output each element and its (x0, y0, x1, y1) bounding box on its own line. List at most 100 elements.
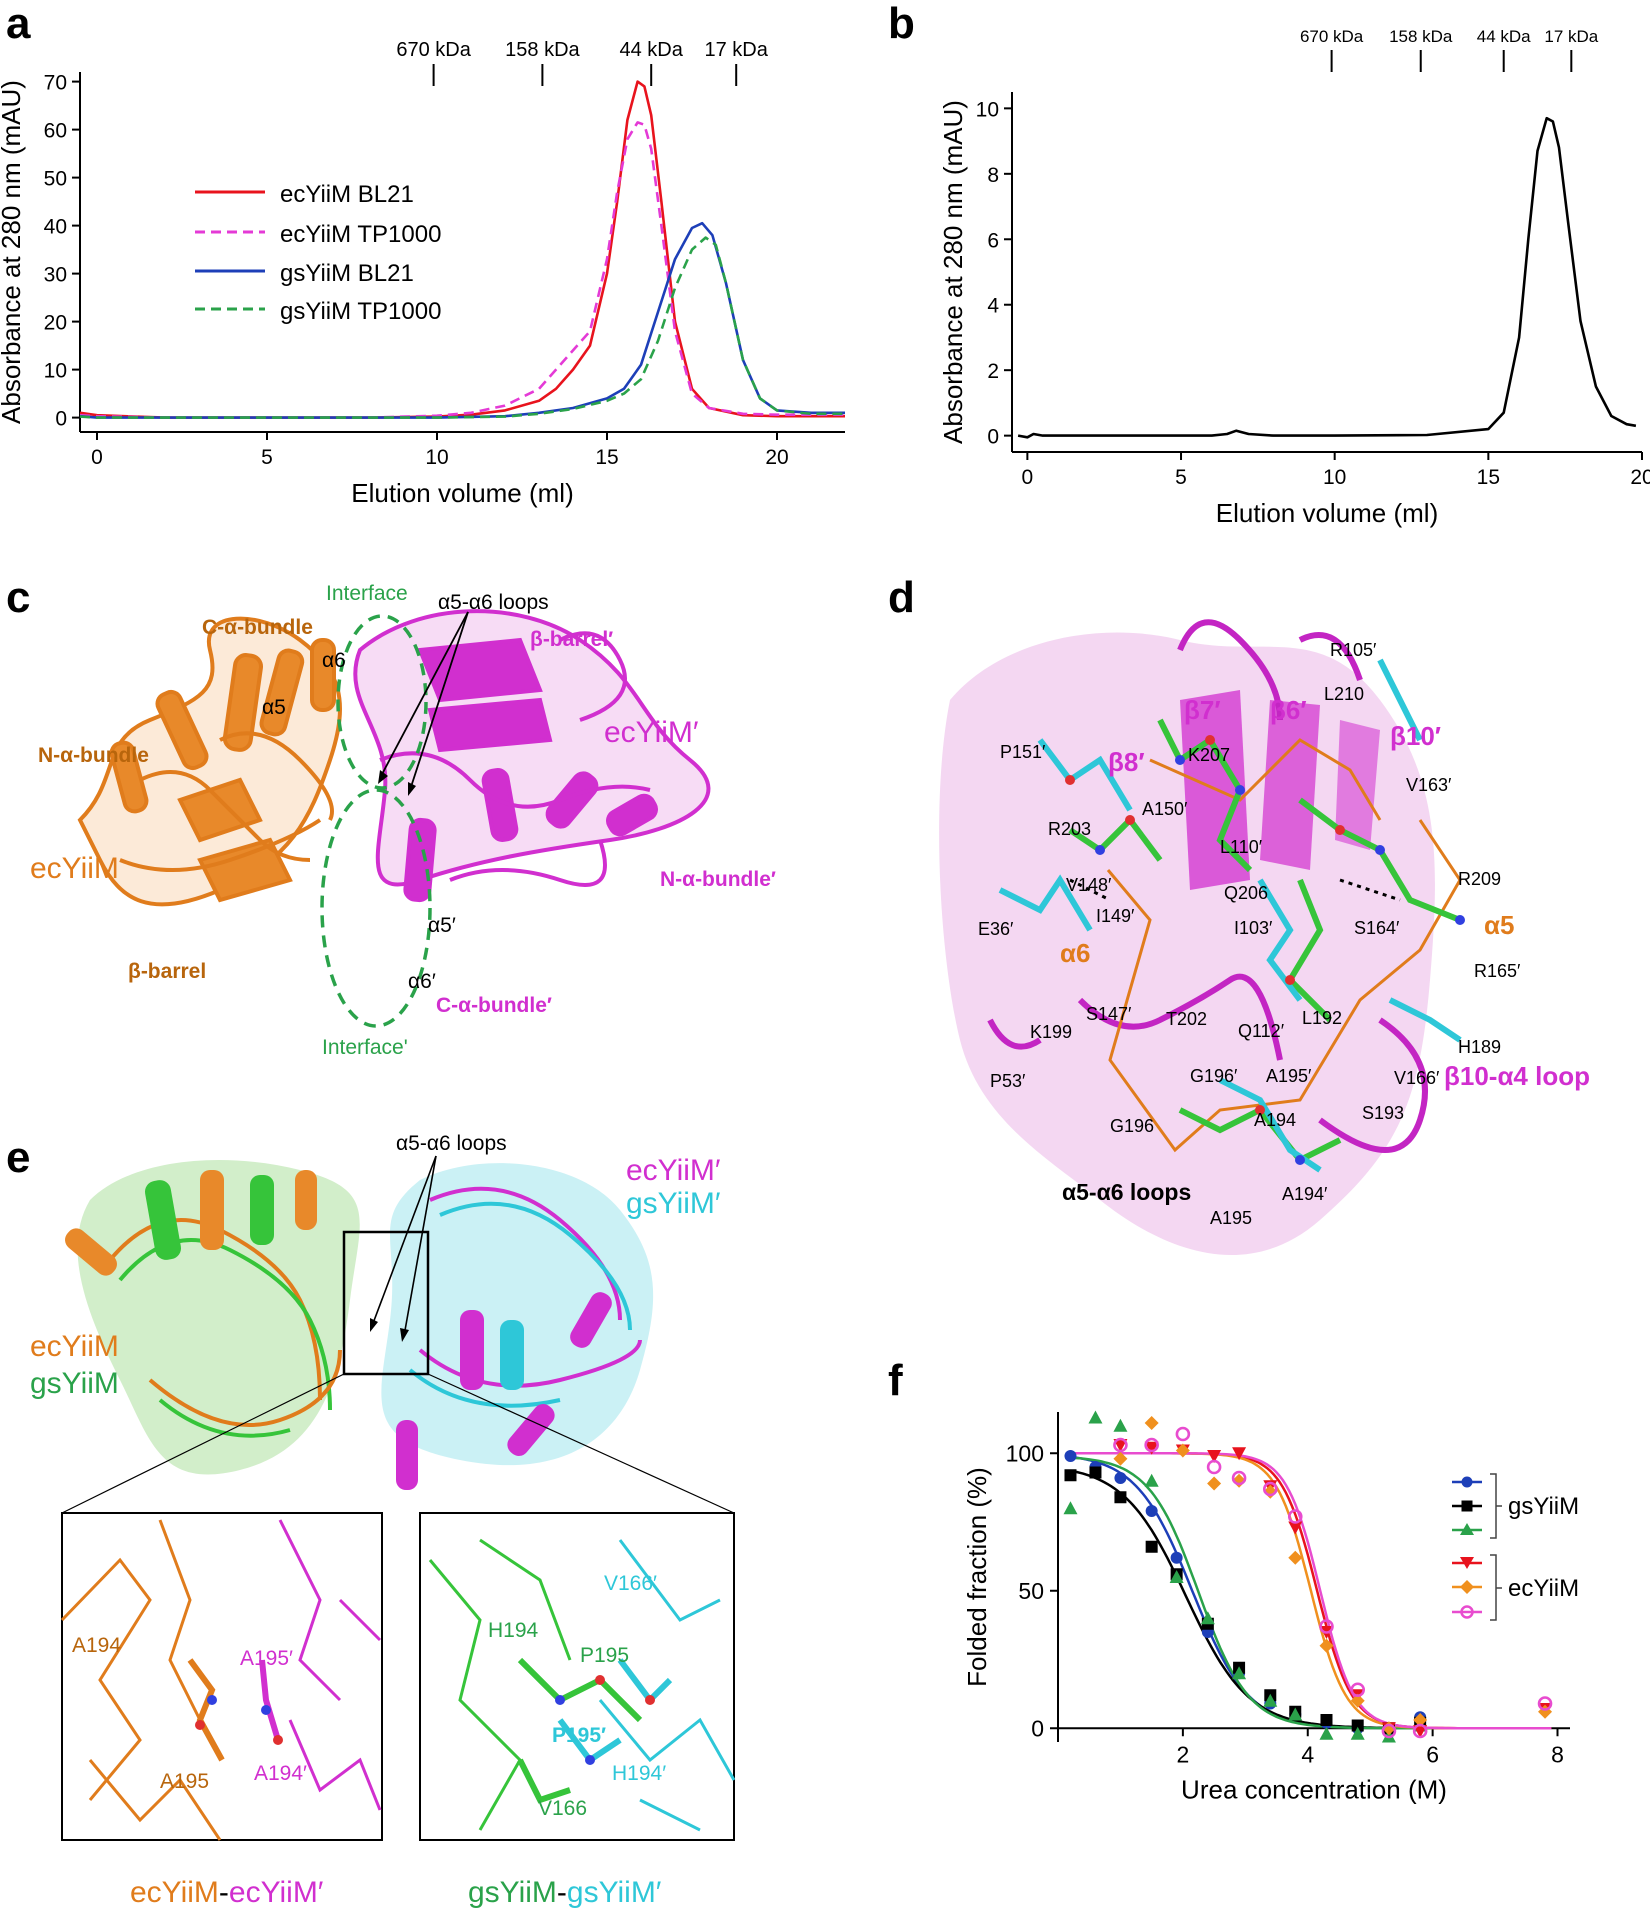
data-point (1350, 1693, 1365, 1708)
x-tick-label: 20 (1630, 466, 1650, 489)
fit-curve-5 (1070, 1452, 1552, 1730)
y-tick-label: 10 (44, 360, 67, 383)
data-point (1063, 1501, 1078, 1515)
panel-c-labels: Interface α5-α6 loops C-α-bundle N-α-bun… (30, 582, 776, 1059)
label-a194p: A194′ (1282, 1184, 1328, 1204)
label-i149p: I149′ (1096, 906, 1135, 926)
caption-right-dash: - (557, 1876, 567, 1909)
label-a5a6-loops-c: α5-α6 loops (438, 591, 549, 614)
label-l192: L192 (1302, 1008, 1342, 1028)
y-tick-label: 50 (1018, 1578, 1044, 1604)
data-point (1064, 1469, 1077, 1482)
chart-b: 0 5 10 15 20 0 2 4 6 8 10 Elution volume (ml) Absorb… (938, 27, 1650, 528)
label-v148p: V148′ (1066, 875, 1112, 895)
data-point (1263, 1693, 1278, 1707)
label-s147p: S147′ (1086, 1004, 1132, 1024)
label-ecyiim-e: ecYiiM (30, 1330, 119, 1363)
panel-letter-a: a (6, 0, 31, 48)
label-i103p: I103′ (1234, 918, 1273, 938)
data-point (1287, 1509, 1303, 1524)
y-tick-label: 100 (1006, 1440, 1044, 1466)
x-tick-label: 4 (1301, 1741, 1314, 1767)
label-inset-a194: A194 (72, 1634, 121, 1657)
label-l110p: L110′ (1220, 837, 1263, 857)
label-b10p: β10′ (1390, 721, 1441, 751)
legend-marker-diamond (1460, 1580, 1474, 1594)
size-marker-label: 17 kDa (1544, 27, 1598, 46)
chart-a: 0 5 10 15 20 0 10 20 30 40 50 60 70 Elution volume (m… (0, 39, 845, 508)
label-ecyiim-prime-c: ecYiiM′ (604, 716, 699, 749)
data-point (1232, 1447, 1247, 1461)
label-r105p: R105′ (1330, 640, 1377, 660)
chart-f: 2 4 6 8 0 50 100 Urea concentration (M) Folded f… (962, 1410, 1570, 1804)
legend-marker-circle (1461, 1476, 1473, 1488)
label-ecyiim-c: ecYiiM (30, 852, 119, 885)
label-k199: K199 (1030, 1022, 1072, 1042)
data-point (1206, 1459, 1222, 1475)
series-line-2 (79, 221, 845, 419)
caption-left-dash: - (219, 1876, 229, 1909)
label-a195p: A195′ (1266, 1066, 1312, 1086)
x-tick-label: 5 (261, 446, 273, 469)
y-tick-label: 2 (987, 360, 999, 383)
x-tick-label: 0 (1022, 466, 1034, 489)
label-l210: L210 (1324, 684, 1364, 704)
legend-marker-circle-open (1460, 1605, 1474, 1619)
data-point (1200, 1611, 1215, 1625)
data-point (1537, 1696, 1553, 1711)
label-inset-p195p: P195′ (552, 1724, 606, 1747)
label-inset-h194: H194 (488, 1619, 539, 1642)
y-axis-label: Folded fraction (%) (962, 1467, 992, 1687)
data-point (1350, 1726, 1365, 1740)
y-tick-label: 20 (44, 312, 67, 335)
label-b6p: β6′ (1270, 695, 1307, 725)
data-point (1144, 1441, 1159, 1455)
data-point (1412, 1723, 1428, 1739)
x-tick-label: 15 (595, 446, 618, 469)
loop-arrow-2 (409, 611, 469, 791)
x-tick-label: 5 (1175, 466, 1187, 489)
data-point (1231, 1470, 1247, 1486)
label-b7p: β7′ (1184, 695, 1221, 725)
y-tick-label: 6 (987, 229, 999, 252)
label-n-alpha-bundle: N-α-bundle (38, 744, 149, 767)
panel-letter-e: e (6, 1133, 30, 1182)
x-tick-label: 20 (765, 446, 788, 469)
y-tick-label: 4 (987, 295, 999, 318)
ecyiim-protomer-orange (77, 616, 342, 907)
data-point (1114, 1472, 1127, 1484)
x-axis-label: Elution volume (ml) (1216, 498, 1439, 528)
data-point (1288, 1521, 1303, 1535)
label-k207: K207 (1188, 745, 1230, 765)
label-alpha6: α6 (322, 649, 346, 672)
label-beta-barrel: β-barrel (128, 960, 206, 983)
zoom-box (342, 1230, 430, 1376)
legend-label-gsyiim-tp1000: gsYiiM TP1000 (280, 298, 441, 325)
label-inset-p195: P195 (580, 1644, 629, 1667)
data-point (1207, 1476, 1222, 1491)
inset-right (419, 1512, 735, 1841)
label-g196p: G196′ (1190, 1066, 1238, 1086)
y-axis-label: Absorbance at 280 nm (mAU) (938, 100, 968, 444)
data-point (1144, 1437, 1159, 1453)
data-point (1175, 1426, 1191, 1442)
panel-letter-c: c (6, 573, 30, 622)
data-point (1350, 1682, 1366, 1698)
loop-arrow-1 (379, 611, 469, 779)
series-line-0 (1017, 116, 1637, 439)
x-tick-label: 2 (1176, 1741, 1189, 1767)
label-inset-a195: A195 (160, 1770, 209, 1793)
fit-curve-1 (1070, 1469, 1552, 1730)
label-q206: Q206 (1224, 883, 1268, 903)
label-b10-a4-loop: β10-α4 loop (1444, 1061, 1590, 1091)
x-tick-label: 10 (425, 446, 448, 469)
label-gsyiim-e: gsYiiM (30, 1367, 119, 1400)
panel-letter-f: f (888, 1356, 903, 1405)
data-point (1113, 1418, 1128, 1432)
caption-right-gsyiim-prime: gsYiiM′ (567, 1876, 662, 1909)
y-tick-label: 0 (987, 426, 999, 449)
size-marker-label: 44 kDa (620, 39, 684, 61)
size-marker-label: 158 kDa (505, 39, 580, 61)
data-point (1413, 1713, 1428, 1727)
label-beta-barrel-prime: β-barrel′ (530, 628, 613, 651)
